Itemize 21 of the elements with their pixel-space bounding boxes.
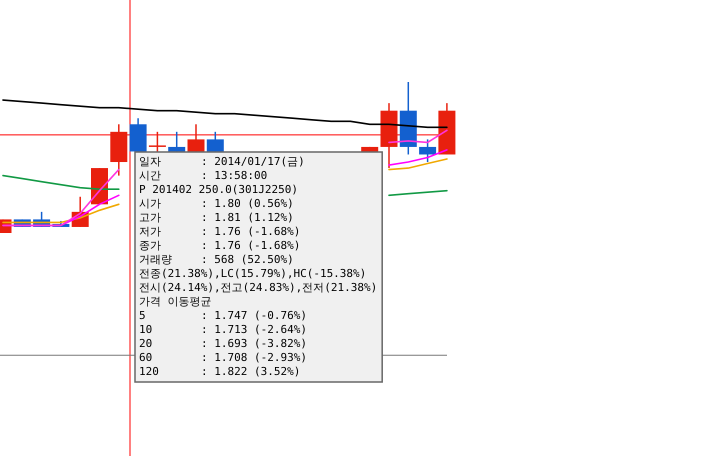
text: 120 : 1.822 (3.52%) [139,365,300,378]
text: 시간 : 13:58:00 [139,169,268,182]
text: 20 : 1.693 (-3.82%) [139,337,307,350]
text: 시가 : 1.80 (0.56%) [139,197,294,210]
text: 종가 : 1.76 (-1.68%) [139,239,300,252]
text: 60 : 1.708 (-2.93%) [139,351,307,364]
text: 전종(21.38%),LC(15.79%),HC(-15.38%) [139,267,366,280]
text: 일자 : 2014/01/17(금) [139,155,305,168]
text: 전시(24.14%),전고(24.83%),전저(21.38%) [139,281,378,294]
candlestick [206,131,224,152]
text: 가격 이동평균 [139,295,212,308]
text: 저가 : 1.76 (-1.68%) [139,225,300,238]
text: 10 : 1.713 (-2.64%) [139,323,307,336]
candlestick [148,131,166,152]
candlestick [419,138,436,163]
text: 거래량 : 568 (52.50%) [139,253,294,266]
candlestick [168,131,186,152]
candlestick [188,124,204,152]
text: 5 : 1.747 (-0.76%) [139,309,307,322]
text: 고가 : 1.81 (1.12%) [139,211,294,224]
annotation: P 201402 250.0(301J2250) [139,183,298,196]
